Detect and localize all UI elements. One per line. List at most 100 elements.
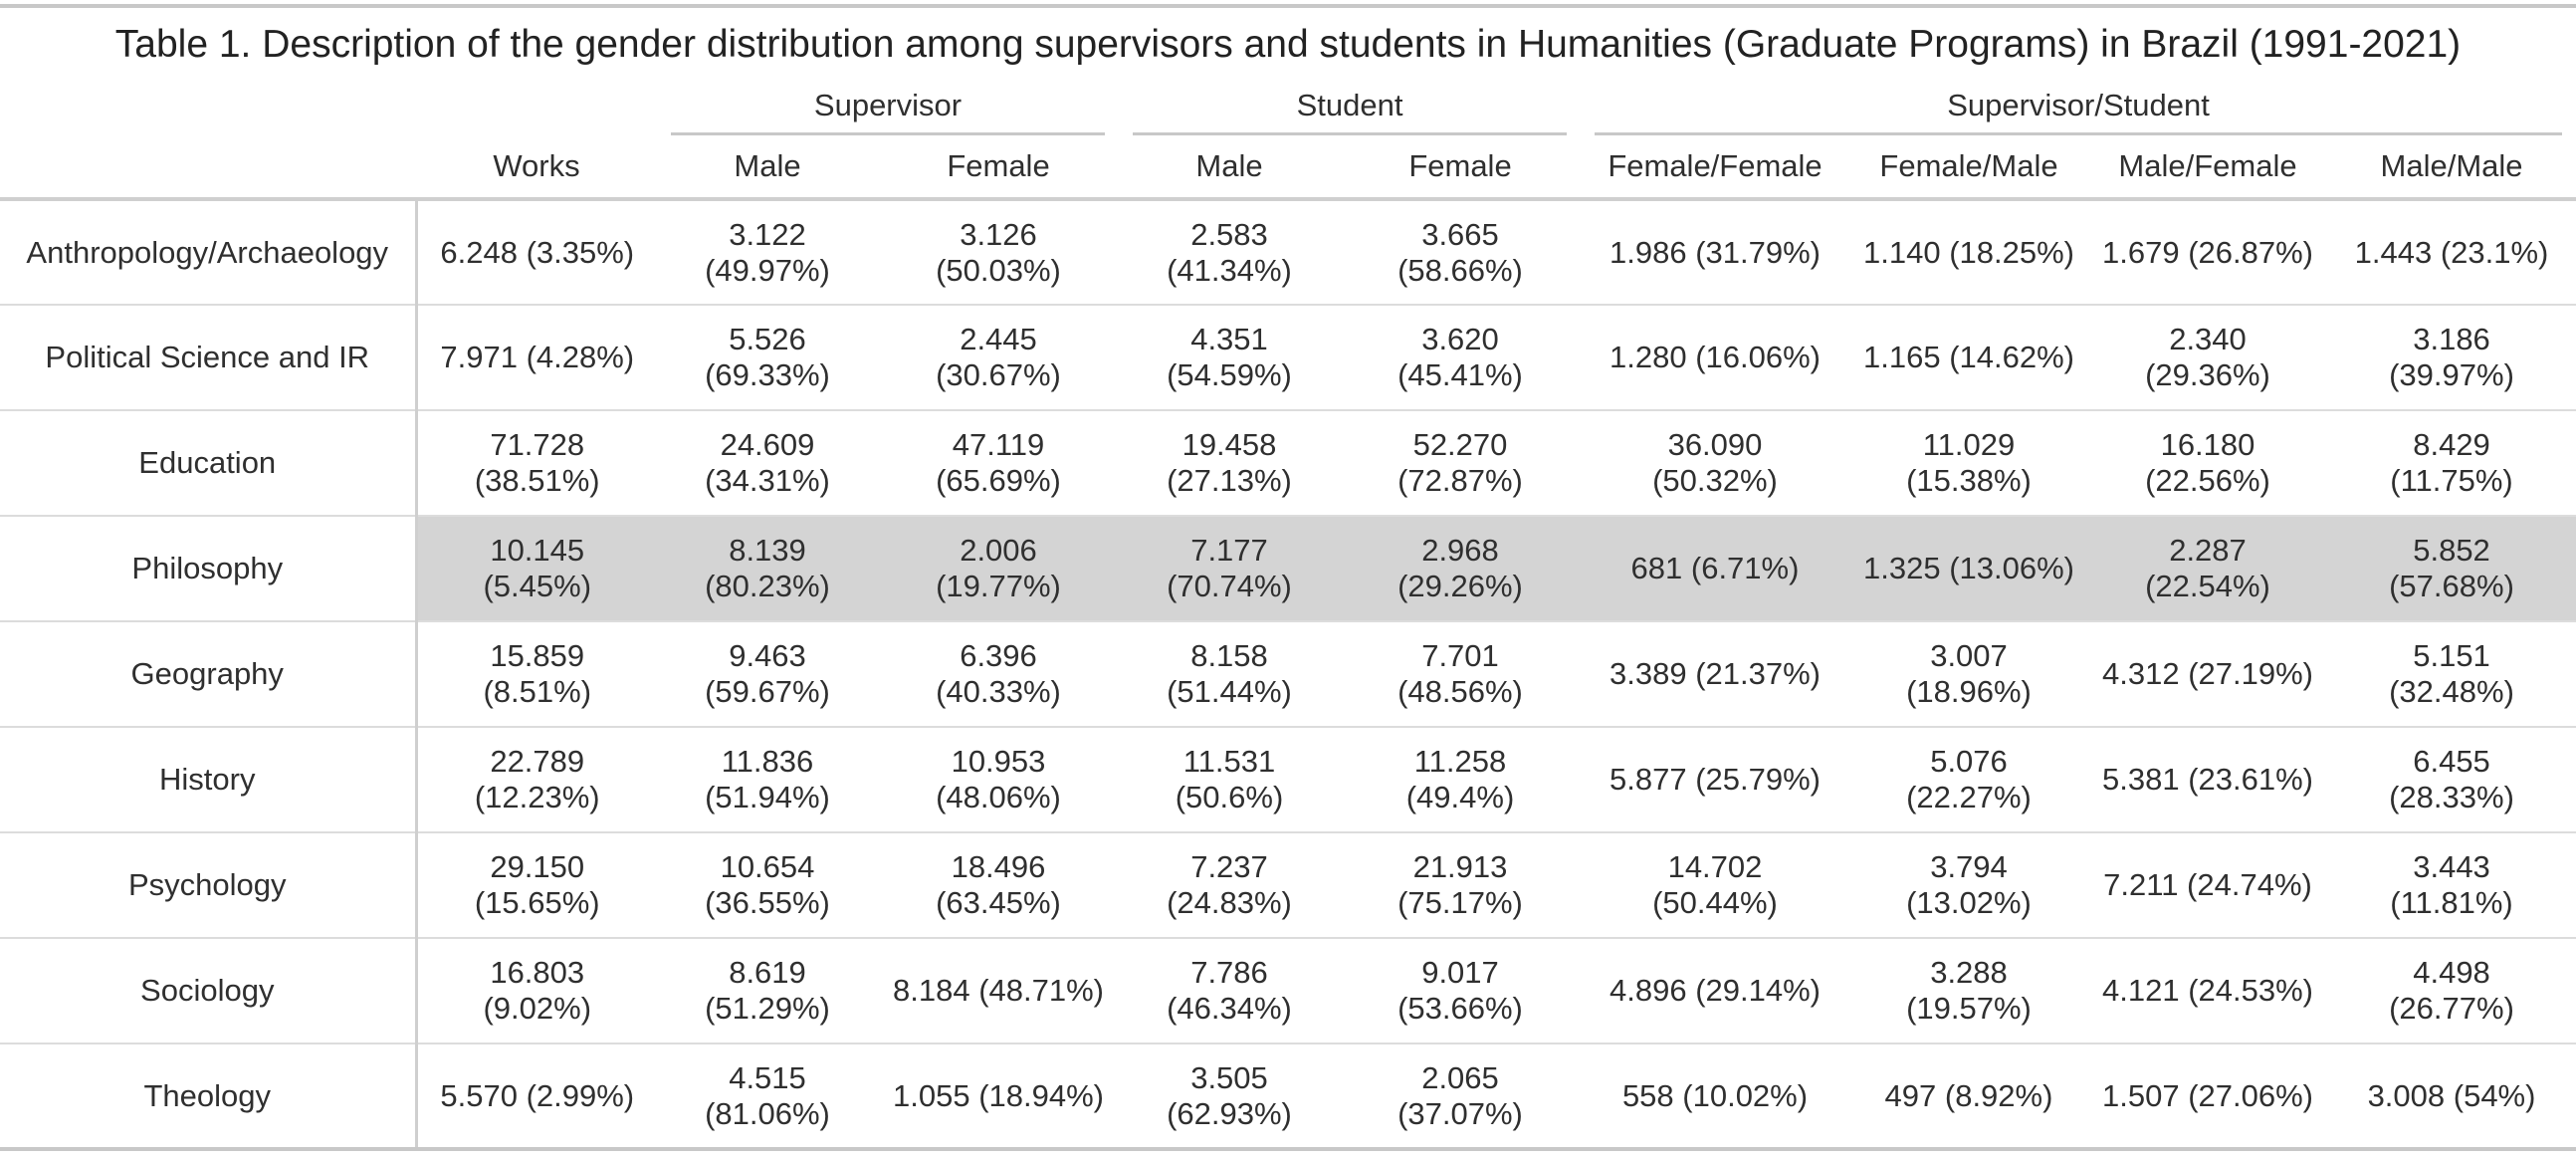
cell-male-male: 4.498 (26.77%) (2327, 938, 2576, 1043)
cell-line: (5.45%) (483, 569, 592, 603)
cell-line: 2.340 (2169, 322, 2247, 356)
cell-line: 1.325 (13.06%) (1863, 551, 2074, 585)
cell-line: 2.287 (2169, 533, 2247, 568)
cell-line: (62.93%) (1167, 1095, 1292, 1131)
cell-line: (34.31%) (705, 463, 830, 498)
cell-line: 497 (8.92%) (1884, 1077, 2053, 1113)
cell-line: 3.389 (21.37%) (1610, 656, 1821, 691)
cell-student-male: 19.458 (27.13%) (1119, 410, 1340, 516)
cell-line: 11.531 (1182, 744, 1276, 779)
cell-line: (57.68%) (2389, 569, 2514, 603)
row-label: Geography (0, 621, 418, 727)
cell-line: 6.248 (3.35%) (440, 234, 635, 270)
cell-male-female: 1.679 (26.87%) (2088, 199, 2327, 305)
cell-line: (15.38%) (1906, 463, 2032, 498)
cell-male-female: 16.180 (22.56%) (2088, 410, 2327, 516)
cell-line: 3.008 (54%) (2367, 1077, 2536, 1113)
cell-male-female: 1.507 (27.06%) (2088, 1043, 2327, 1149)
cell-line: (11.75%) (2390, 463, 2513, 498)
cell-line: (80.23%) (705, 569, 830, 603)
cell-line: (58.66%) (1397, 252, 1523, 288)
cell-line: 2.445 (960, 322, 1037, 356)
cell-line: 7.177 (1190, 533, 1268, 568)
cell-line: 4.351 (1190, 322, 1268, 356)
cell-female-male: 1.140 (18.25%) (1849, 199, 2088, 305)
cell-line: (50.32%) (1652, 463, 1778, 498)
cell-line: 5.526 (729, 322, 806, 356)
cell-line: 8.619 (729, 955, 806, 990)
cell-student-female: 2.065 (37.07%) (1340, 1043, 1581, 1149)
cell-line: (41.34%) (1167, 252, 1292, 288)
cell-line: 4.896 (29.14%) (1610, 973, 1821, 1008)
cell-line: (51.29%) (705, 991, 830, 1026)
cell-line: (32.48%) (2389, 674, 2514, 709)
cell-supervisor-male: 24.609 (34.31%) (657, 410, 878, 516)
cell-student-male: 7.237 (24.83%) (1119, 832, 1340, 938)
cell-line: 15.859 (490, 638, 585, 673)
cell-male-male: 5.852 (57.68%) (2327, 516, 2576, 621)
cell-male-female: 2.287 (22.54%) (2088, 516, 2327, 621)
table-row: Philosophy 10.145 (5.45%) 8.139 (80.23%) 2.00… (0, 516, 2576, 621)
group-header-label: Supervisor (813, 88, 963, 122)
cell-male-male: 8.429 (11.75%) (2327, 410, 2576, 516)
cell-line: (75.17%) (1397, 885, 1523, 920)
cell-student-female: 11.258 (49.4%) (1340, 727, 1581, 832)
cell-line: 7.237 (1190, 849, 1268, 884)
cell-line: (38.51%) (474, 463, 600, 498)
cell-line: (63.45%) (936, 885, 1061, 920)
cell-line: 29.150 (490, 849, 585, 884)
cell-line: 7.971 (4.28%) (440, 340, 635, 374)
cell-line: (50.6%) (1175, 780, 1284, 814)
cell-line: 1.679 (26.87%) (2102, 234, 2313, 270)
column-header-empty (0, 135, 416, 201)
cell-line: 1.165 (14.62%) (1863, 340, 2074, 374)
cell-works: 5.570 (2.99%) (416, 1043, 657, 1149)
cell-line: 19.458 (1181, 427, 1277, 462)
cell-line: (48.56%) (1397, 674, 1523, 709)
cell-line: (19.77%) (936, 569, 1061, 603)
cell-female-female: 4.896 (29.14%) (1581, 938, 1849, 1043)
group-header-empty (416, 76, 657, 135)
column-header-works: Works (416, 135, 657, 201)
cell-line: 4.312 (27.19%) (2102, 656, 2313, 691)
cell-student-female: 3.620 (45.41%) (1340, 305, 1581, 410)
cell-line: 4.498 (2413, 955, 2490, 990)
cell-line: 71.728 (490, 427, 585, 462)
row-label: Political Science and IR (0, 305, 418, 410)
cell-line: 8.139 (729, 533, 806, 568)
cell-supervisor-female: 10.953 (48.06%) (878, 727, 1119, 832)
cell-line: 1.986 (31.79%) (1610, 234, 1821, 270)
cell-male-male: 3.443 (11.81%) (2327, 832, 2576, 938)
cell-line: 7.786 (1190, 955, 1268, 990)
cell-student-female: 21.913 (75.17%) (1340, 832, 1581, 938)
cell-supervisor-female: 8.184 (48.71%) (878, 938, 1119, 1043)
cell-line: 5.570 (2.99%) (440, 1077, 635, 1113)
cell-works: 16.803 (9.02%) (416, 938, 657, 1043)
cell-line: (12.23%) (474, 780, 600, 814)
group-underline (1133, 132, 1567, 135)
cell-line: 3.665 (1421, 216, 1499, 252)
cell-supervisor-male: 3.122 (49.97%) (657, 199, 878, 305)
column-header-row: Works Male Female Male Female Female/Fem… (0, 135, 2576, 201)
table-title: Table 1. Description of the gender distr… (114, 23, 2462, 66)
cell-line: (36.55%) (705, 885, 830, 920)
cell-supervisor-male: 9.463 (59.67%) (657, 621, 878, 727)
cell-line: 3.794 (1930, 849, 2008, 884)
cell-line: 3.288 (1930, 955, 2008, 990)
cell-student-female: 9.017 (53.66%) (1340, 938, 1581, 1043)
cell-works: 7.971 (4.28%) (416, 305, 657, 410)
cell-female-male: 5.076 (22.27%) (1849, 727, 2088, 832)
column-header-male-female: Male/Female (2088, 135, 2327, 201)
cell-works: 10.145 (5.45%) (416, 516, 657, 621)
row-label: Anthropology/Archaeology (0, 199, 418, 305)
cell-female-female: 1.986 (31.79%) (1581, 199, 1849, 305)
cell-line: 3.186 (2413, 322, 2490, 356)
cell-works: 15.859 (8.51%) (416, 621, 657, 727)
cell-line: 16.803 (490, 955, 585, 990)
group-underline (671, 132, 1105, 135)
cell-line: (59.67%) (705, 674, 830, 709)
cell-supervisor-female: 3.126 (50.03%) (878, 199, 1119, 305)
cell-works: 71.728 (38.51%) (416, 410, 657, 516)
cell-student-male: 2.583 (41.34%) (1119, 199, 1340, 305)
